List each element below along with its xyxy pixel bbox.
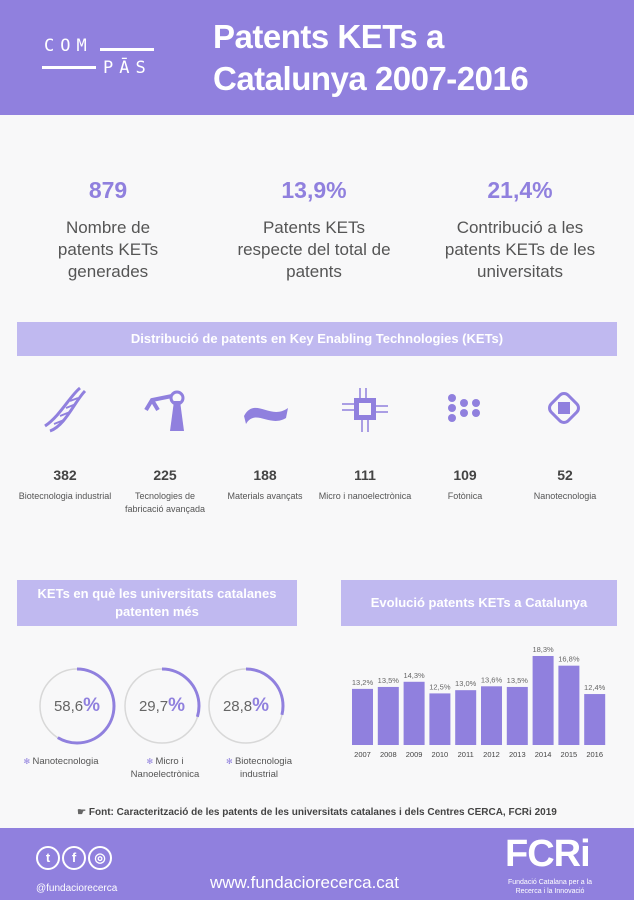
ket-value: 188 <box>215 466 315 484</box>
bar-2008 <box>378 687 399 745</box>
stat: 21,4% Contribució a les patents KETs de … <box>420 175 620 283</box>
ring-label: ✻ Biotecnologia industrial <box>214 755 304 781</box>
data-label: 13,6% <box>481 675 503 684</box>
website-link[interactable]: www.fundaciorecerca.cat <box>210 872 399 893</box>
data-label: 13,5% <box>507 676 529 685</box>
ket-label: Biotecnologia industrial <box>15 490 115 503</box>
ket-label: Tecnologies de fabricació avançada <box>115 490 215 516</box>
ring-value: 58,6% <box>37 666 117 746</box>
stat: 13,9% Patents KETs respecte del total de… <box>214 175 414 283</box>
kets-banner: Distribució de patents en Key Enabling T… <box>17 322 617 356</box>
stat-value: 13,9% <box>214 175 414 209</box>
footer: tf◎ @fundaciorecerca www.fundaciorecerca… <box>0 828 634 900</box>
robot-arm-icon <box>140 386 190 434</box>
data-label: 13,0% <box>455 679 477 688</box>
dna-icon: ✻ <box>226 757 235 766</box>
microchip-icon <box>340 386 390 434</box>
data-label: 13,5% <box>378 676 400 685</box>
fcri-logo-subtitle: Fundació Catalana per a la Recerca i la … <box>498 878 602 896</box>
x-tick-label: 2011 <box>458 750 474 759</box>
data-label: 12,5% <box>429 682 451 691</box>
ket-value: 109 <box>415 466 515 484</box>
title-line: Catalunya 2007-2016 <box>213 58 528 100</box>
ket-item: 382 Biotecnologia industrial <box>15 386 115 503</box>
data-label: 14,3% <box>403 671 425 680</box>
pointer-icon: ☛ <box>77 807 89 818</box>
logo-line <box>100 48 154 51</box>
percent-ring: 28,8% <box>206 666 286 746</box>
logo-top: COM <box>44 36 93 56</box>
bar-2007 <box>352 689 373 745</box>
data-label: 13,2% <box>352 678 374 687</box>
x-tick-label: 2013 <box>509 750 526 759</box>
stat: 879 Nombre de patents KETs generades <box>8 175 208 283</box>
bar-2012 <box>481 686 502 745</box>
ket-item: 188 Materials avançats <box>215 386 315 503</box>
ring-label: ✻ Micro i Nanoelectrònica <box>120 755 210 781</box>
stat-label: Contribució a les patents KETs de les un… <box>420 217 620 283</box>
bar-2015 <box>558 666 579 745</box>
ket-item: 225 Tecnologies de fabricació avançada <box>115 386 215 516</box>
stat-label: Nombre de patents KETs generades <box>8 217 208 283</box>
stat-value: 879 <box>8 175 208 209</box>
x-tick-label: 2007 <box>354 750 371 759</box>
evolution-banner: Evolució patents KETs a Catalunya <box>341 580 617 626</box>
nano-chip-icon <box>540 386 590 434</box>
material-wave-icon <box>240 386 290 434</box>
bar-2014 <box>533 656 554 745</box>
evolution-bar-chart: 13,2% 2007 13,5% 2008 14,3% 2009 12,5% 2010 13,0… <box>340 636 620 766</box>
bar-2009 <box>404 682 425 745</box>
photonics-network-icon <box>440 386 490 434</box>
x-tick-label: 2008 <box>380 750 397 759</box>
x-tick-label: 2009 <box>406 750 423 759</box>
bar-2016 <box>584 694 605 745</box>
fcri-logo: FCRi <box>505 832 590 876</box>
x-tick-label: 2012 <box>483 750 500 759</box>
data-label: 16,8% <box>558 655 580 664</box>
social-icons: tf◎ <box>36 846 114 870</box>
source-text: Font: Caracterització de les patents de … <box>89 807 557 818</box>
ket-value: 52 <box>515 466 615 484</box>
header: COM PĀS Patents KETs a Catalunya 2007-20… <box>0 0 634 115</box>
stat-value: 21,4% <box>420 175 620 209</box>
instagram-icon[interactable]: ◎ <box>88 846 112 870</box>
ring-value: 28,8% <box>206 666 286 746</box>
ket-value: 382 <box>15 466 115 484</box>
x-tick-label: 2014 <box>535 750 552 759</box>
ket-item: 52 Nanotecnologia <box>515 386 615 503</box>
logo-line <box>42 66 96 69</box>
bar-2011 <box>455 690 476 745</box>
universities-banner: KETs en què les universitats catalanes p… <box>17 580 297 626</box>
dna-icon <box>40 386 90 434</box>
title-line: Patents KETs a <box>213 16 528 58</box>
x-tick-label: 2010 <box>432 750 449 759</box>
ket-item: 109 Fotònica <box>415 386 515 503</box>
ket-label: Fotònica <box>415 490 515 503</box>
stat-label: Patents KETs respecte del total de paten… <box>214 217 414 283</box>
x-tick-label: 2015 <box>561 750 578 759</box>
facebook-icon[interactable]: f <box>62 846 86 870</box>
ket-value: 111 <box>315 466 415 484</box>
data-label: 18,3% <box>532 645 554 654</box>
data-label: 12,4% <box>584 683 606 692</box>
twitter-icon[interactable]: t <box>36 846 60 870</box>
ket-value: 225 <box>115 466 215 484</box>
ket-label: Materials avançats <box>215 490 315 503</box>
bar-2013 <box>507 687 528 745</box>
source-note: ☛ Font: Caracterització de les patents d… <box>0 806 634 820</box>
ket-item: 111 Micro i nanoelectrònica <box>315 386 415 503</box>
ket-label: Micro i nanoelectrònica <box>315 490 415 503</box>
ket-label: Nanotecnologia <box>515 490 615 503</box>
page-title: Patents KETs a Catalunya 2007-2016 <box>213 16 528 100</box>
ring-label: ✻ Nanotecnologia <box>16 755 106 768</box>
social-handle[interactable]: @fundaciorecerca <box>36 882 117 895</box>
x-tick-label: 2016 <box>586 750 603 759</box>
logo-bottom: PĀS <box>103 58 152 78</box>
bar-2010 <box>429 693 450 745</box>
percent-ring: 58,6% <box>37 666 117 746</box>
percent-ring: 29,7% <box>122 666 202 746</box>
ring-value: 29,7% <box>122 666 202 746</box>
